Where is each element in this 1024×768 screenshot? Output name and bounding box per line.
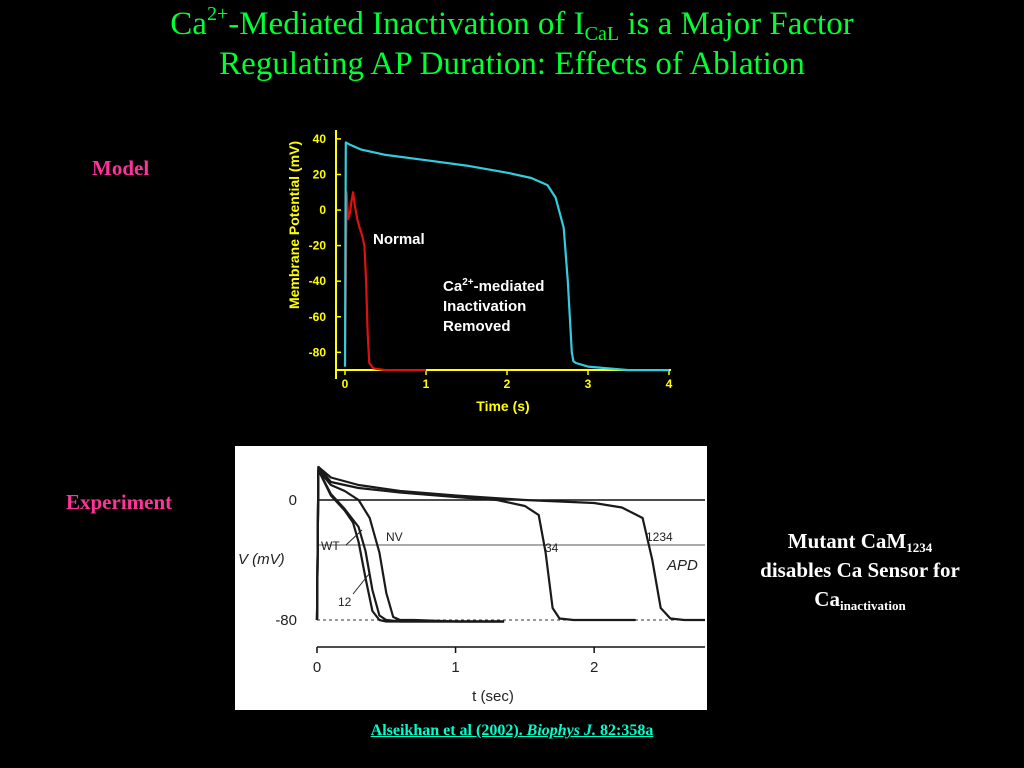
model-y-tick-label: -80: [309, 345, 327, 359]
series-label-12: 12: [338, 595, 352, 609]
citation-link[interactable]: Alseikhan et al (2002). Biophys J. 82:35…: [370, 722, 654, 739]
experiment-x-tick-label: 1: [451, 659, 459, 676]
mutant-line-1: Mutant CaM1234: [787, 529, 933, 555]
model-y-tick-label: 20: [313, 167, 327, 181]
removed-series-label-1: Ca2+-mediated: [443, 277, 544, 295]
experiment-x-axis-label: t (sec): [472, 688, 514, 705]
model-series: [343, 141, 669, 372]
model-y-tick-label: -40: [309, 274, 327, 288]
experiment-y-tick-label: -80: [275, 612, 297, 629]
experiment-label: Experiment: [66, 490, 173, 514]
experiment-series: [315, 465, 705, 623]
experiment-y-axis-label: V (mV): [238, 551, 285, 568]
series-label-pointer: [345, 529, 363, 546]
experiment-x-tick-label: 2: [590, 659, 598, 676]
model-label: Model: [92, 156, 150, 180]
series-label-wt: WT: [321, 539, 340, 553]
mutant-line-2: disables Ca Sensor for: [760, 558, 960, 582]
model-x-tick-label: 1: [423, 377, 430, 391]
experiment-y-tick-label: 0: [289, 492, 297, 509]
title-line-2: Regulating AP Duration: Effects of Ablat…: [219, 46, 805, 82]
model-x-tick-label: 0: [342, 377, 349, 391]
model-x-axis-label: Time (s): [476, 398, 529, 414]
apd-label: APD: [666, 557, 698, 574]
model-normal-line: [343, 191, 426, 372]
removed-series-label-3: Removed: [443, 318, 511, 335]
model-removed-line: [343, 141, 669, 372]
mutant-caption: Mutant CaM1234 disables Ca Sensor for Ca…: [720, 527, 1000, 614]
model-x-tick-label: 3: [585, 377, 592, 391]
experiment-series-labels: WT 12 NV 34 1234: [321, 529, 673, 609]
model-x-tick-label: 4: [666, 377, 673, 391]
series-label-nv: NV: [386, 530, 403, 544]
removed-series-label-2: Inactivation: [443, 298, 526, 315]
slide-title: Ca2+-Mediated Inactivation of ICaL is a …: [0, 4, 1024, 84]
model-y-axis-label: Membrane Potential (mV): [286, 141, 302, 309]
model-y-tick-label: -60: [309, 310, 327, 324]
experiment-line-nv: [315, 468, 505, 623]
model-x-tick-label: 2: [504, 377, 511, 391]
model-y-tick-label: 40: [313, 132, 327, 146]
series-label-34: 34: [545, 541, 559, 555]
normal-series-label: Normal: [373, 231, 425, 248]
experiment-axes: 0 1 20-80: [275, 492, 705, 676]
mutant-line-3: Cainactivation: [814, 587, 906, 613]
series-label-pointer: [352, 573, 370, 595]
title-line-1: Ca2+-Mediated Inactivation of ICaL is a …: [170, 3, 854, 45]
series-label-1234: 1234: [646, 530, 673, 544]
model-y-tick-label: -20: [309, 239, 327, 253]
model-y-tick-label: 0: [319, 203, 326, 217]
experiment-line-1234: [315, 465, 705, 622]
model-chart: 40 20 0 -20 -40 -60 -80 0 1 2 3 4 Membrane Potentia…: [286, 130, 673, 414]
experiment-line-12: [315, 468, 505, 623]
experiment-x-tick-label: 0: [313, 659, 321, 676]
experiment-line-34: [315, 465, 636, 622]
experiment-chart-background: [235, 446, 707, 710]
